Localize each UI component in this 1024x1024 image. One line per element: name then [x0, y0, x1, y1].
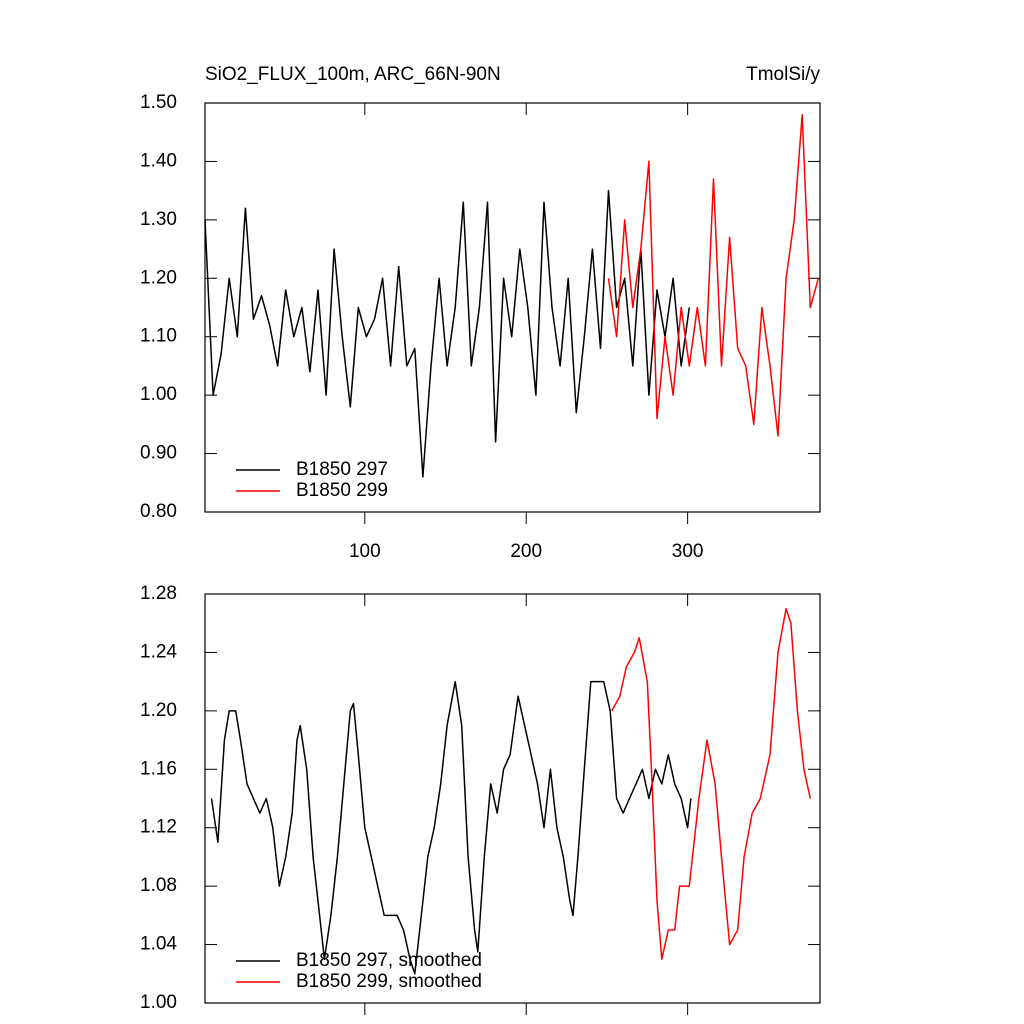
y-tick-label: 1.20 — [140, 267, 177, 288]
legend-label: B1850 299 — [296, 480, 388, 501]
y-tick-label: 1.00 — [140, 992, 177, 1013]
data-line — [204, 189, 691, 478]
legend-label: B1850 297 — [296, 459, 388, 480]
data-line — [611, 607, 812, 960]
data-line — [607, 113, 820, 437]
data-line — [210, 680, 692, 975]
y-tick-label: 1.10 — [140, 326, 177, 347]
y-tick-label: 1.00 — [140, 384, 177, 405]
y-tick-label: 1.28 — [140, 583, 177, 604]
x-tick-label: 100 — [349, 541, 381, 562]
x-tick-label: 300 — [672, 541, 704, 562]
y-tick-label: 1.50 — [140, 92, 177, 113]
units-label: TmolSi/y — [746, 64, 820, 85]
y-tick-label: 1.04 — [140, 934, 177, 955]
y-tick-label: 0.80 — [140, 501, 177, 522]
chart-title: SiO2_FLUX_100m, ARC_66N-90N — [205, 64, 501, 85]
plot-frame — [204, 102, 821, 513]
legend-label: B1850 299, smoothed — [296, 971, 482, 992]
y-tick-label: 1.12 — [140, 817, 177, 838]
x-tick-label: 200 — [510, 541, 542, 562]
y-tick-label: 1.20 — [140, 700, 177, 721]
y-tick-label: 1.08 — [140, 875, 177, 896]
y-tick-label: 1.30 — [140, 209, 177, 230]
plot-frame — [204, 593, 821, 1004]
y-tick-label: 1.40 — [140, 150, 177, 171]
legend-label: B1850 297, smoothed — [296, 950, 482, 971]
y-tick-label: 1.24 — [140, 641, 177, 662]
y-tick-label: 1.16 — [140, 758, 177, 779]
y-tick-label: 0.90 — [140, 443, 177, 464]
